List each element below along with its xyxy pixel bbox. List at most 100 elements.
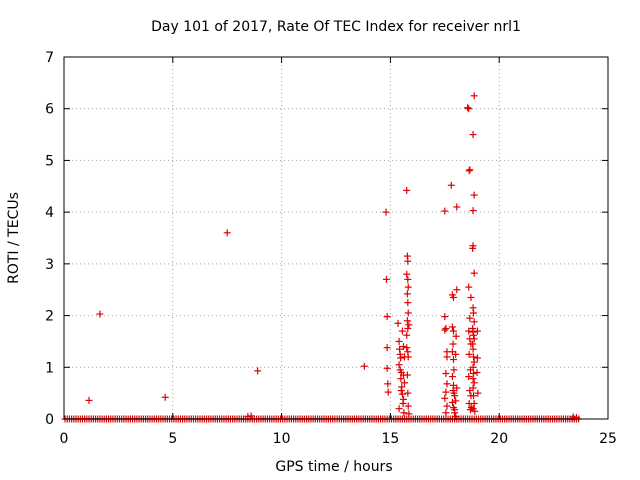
y-tick-label: 0: [45, 412, 54, 428]
data-point: [85, 396, 93, 404]
data-point: [470, 392, 478, 400]
y-tick-label: 6: [45, 102, 54, 118]
data-point: [161, 393, 169, 401]
x-tick-label: 10: [273, 431, 291, 447]
data-point: [469, 345, 477, 353]
data-point: [382, 208, 390, 216]
data-point: [473, 327, 481, 335]
data-point: [470, 309, 478, 317]
data-point: [453, 203, 461, 211]
data-point: [448, 323, 456, 331]
data-point: [383, 344, 391, 352]
data-point: [470, 358, 478, 366]
data-point: [447, 181, 455, 189]
data-point: [448, 398, 456, 406]
data-point: [470, 399, 478, 407]
data-point: [474, 389, 482, 397]
data-point: [395, 361, 403, 369]
data-point: [572, 413, 580, 421]
x-tick-label: 25: [599, 431, 617, 447]
data-point: [450, 366, 458, 374]
data-point: [449, 340, 457, 348]
y-tick-label: 4: [45, 205, 54, 221]
data-point: [466, 314, 474, 322]
data-point: [470, 191, 478, 199]
data-point: [404, 299, 412, 307]
data-point: [403, 371, 411, 379]
data-point: [400, 409, 408, 417]
data-point: [473, 368, 481, 376]
data-point: [466, 166, 474, 174]
data-point: [453, 286, 461, 294]
data-point: [404, 275, 412, 283]
data-point: [404, 353, 412, 361]
data-point: [223, 229, 231, 237]
y-tick-label: 7: [45, 50, 54, 66]
data-point: [469, 242, 477, 250]
data-point: [465, 327, 473, 335]
data-point: [399, 395, 407, 403]
data-point: [452, 332, 460, 340]
data-point: [405, 321, 413, 329]
data-point: [469, 375, 477, 383]
data-point: [403, 331, 411, 339]
data-point: [451, 392, 459, 400]
data-point: [395, 405, 403, 413]
data-point: [441, 313, 449, 321]
data-point: [473, 354, 481, 362]
data-point: [469, 207, 477, 215]
axis-ticks: [63, 56, 609, 420]
data-point: [394, 319, 402, 327]
data-point: [469, 384, 477, 392]
data-point: [442, 325, 450, 332]
data-point: [395, 337, 403, 345]
data-point: [442, 369, 450, 377]
data-point: [384, 388, 392, 396]
data-point: [442, 409, 450, 417]
chart-title: Day 101 of 2017, Rate Of TEC Index for r…: [151, 19, 521, 35]
data-point: [465, 283, 473, 291]
data-point: [470, 331, 478, 339]
data-markers: [61, 92, 583, 423]
data-point: [404, 257, 412, 265]
y-tick-label: 5: [45, 153, 54, 169]
plot-frame: [63, 56, 609, 420]
data-point: [441, 207, 449, 215]
data-point: [404, 309, 412, 317]
x-tick-label: 5: [168, 431, 177, 447]
data-point: [401, 379, 409, 387]
y-axis-label: ROTI / TECUs: [6, 192, 22, 284]
data-point: [442, 388, 450, 396]
data-point: [399, 343, 407, 351]
data-point: [467, 293, 475, 301]
data-point: [470, 92, 478, 100]
data-point: [470, 353, 478, 361]
data-point: [398, 327, 406, 335]
data-point: [443, 380, 451, 388]
data-point: [441, 326, 449, 334]
data-point: [465, 105, 473, 113]
x-tick-labels: 0 5 10 15 20 25: [60, 431, 617, 447]
data-point: [383, 313, 391, 321]
data-point: [465, 373, 473, 381]
data-point: [470, 318, 478, 326]
data-point: [470, 269, 478, 277]
y-tick-label: 1: [45, 360, 54, 376]
data-point: [469, 131, 477, 139]
x-tick-label: 15: [381, 431, 399, 447]
data-point: [96, 310, 104, 318]
data-point: [453, 384, 461, 392]
data-point: [405, 410, 413, 418]
data-point: [403, 270, 411, 278]
data-point: [404, 389, 412, 397]
data-point: [360, 362, 368, 370]
data-point: [465, 350, 473, 358]
data-point: [452, 350, 460, 358]
data-point: [403, 317, 411, 325]
data-point: [397, 387, 405, 395]
data-point: [397, 354, 405, 362]
data-point: [470, 335, 478, 343]
data-point: [443, 402, 451, 410]
data-point: [403, 186, 411, 194]
data-point: [450, 293, 458, 301]
